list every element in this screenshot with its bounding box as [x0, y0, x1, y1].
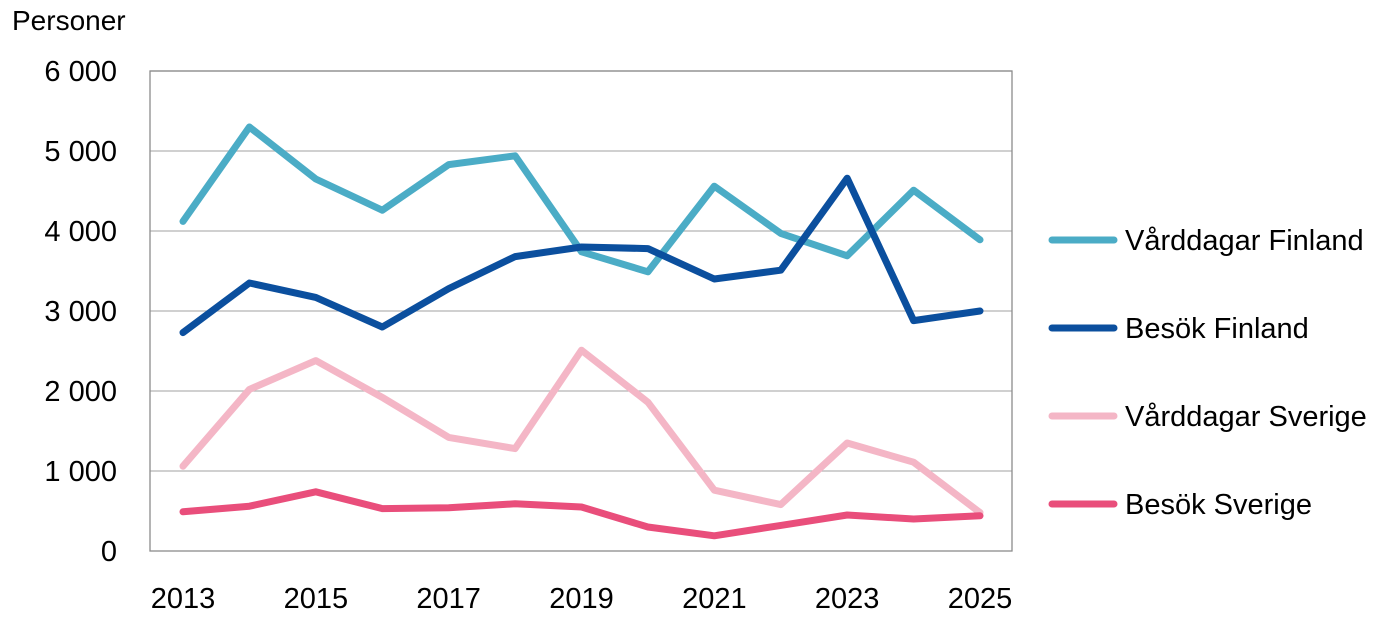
y-tick-label-6: 6 000	[44, 56, 117, 88]
legend-label-3: Besök Sverige	[1125, 489, 1312, 521]
y-tick-label-1: 1 000	[44, 456, 117, 488]
x-tick-label-2023: 2023	[815, 583, 880, 615]
x-tick-label-2019: 2019	[549, 583, 614, 615]
legend-label-1: Besök Finland	[1125, 313, 1309, 345]
x-tick-label-2015: 2015	[284, 583, 349, 615]
x-tick-label-2025: 2025	[948, 583, 1013, 615]
y-tick-label-3: 3 000	[44, 296, 117, 328]
x-tick-label-2021: 2021	[682, 583, 747, 615]
plot-frame	[149, 70, 1013, 552]
legend-label-2: Vårddagar Sverige	[1125, 401, 1367, 433]
legend-label-0: Vårddagar Finland	[1125, 225, 1364, 257]
x-tick-label-2017: 2017	[416, 583, 481, 615]
y-tick-label-5: 5 000	[44, 136, 117, 168]
x-tick-label-2013: 2013	[151, 583, 216, 615]
y-tick-label-2: 2 000	[44, 376, 117, 408]
series-line-0	[179, 123, 984, 276]
series-line-3	[179, 488, 984, 540]
y-axis-label: Personer	[12, 5, 126, 36]
y-tick-label-0: 0	[101, 536, 117, 568]
y-tick-label-4: 4 000	[44, 216, 117, 248]
series-line-2	[179, 346, 984, 517]
series-line-1	[179, 174, 984, 337]
